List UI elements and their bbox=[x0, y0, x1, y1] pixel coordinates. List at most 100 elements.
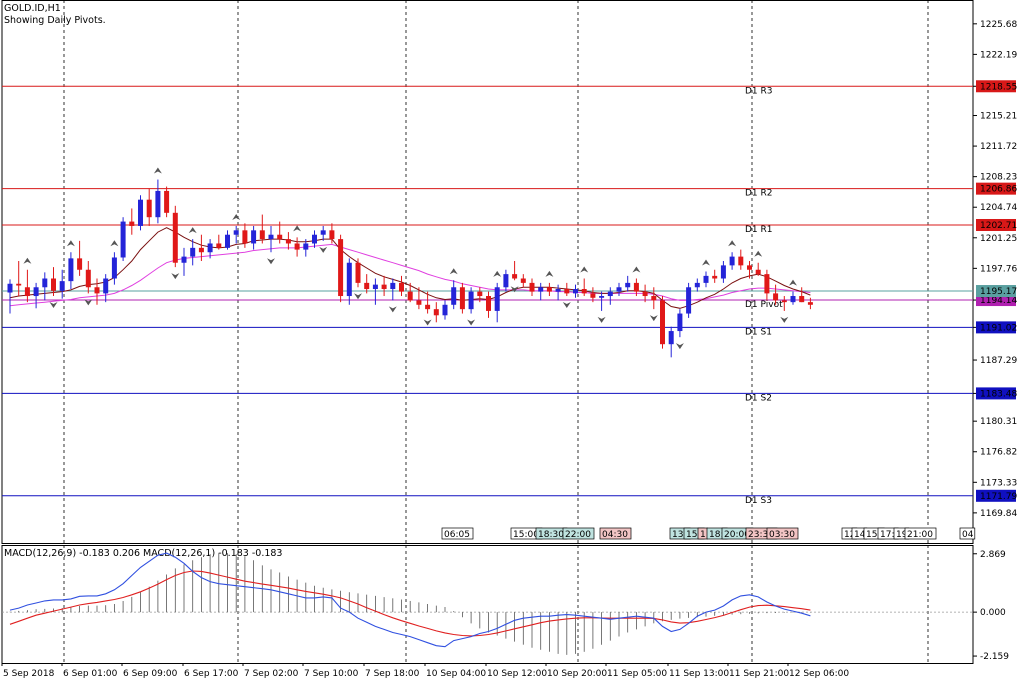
candle-body bbox=[433, 309, 439, 316]
candle-body bbox=[686, 287, 692, 314]
time-axis-label: 7 Sep 02:00 bbox=[244, 669, 299, 679]
candle-body bbox=[381, 284, 387, 290]
candle-body bbox=[68, 258, 74, 282]
candle-body bbox=[146, 199, 152, 218]
candle-body bbox=[442, 304, 448, 316]
fractal-up-arrow bbox=[232, 213, 241, 220]
candle-body bbox=[111, 257, 117, 279]
time-axis-label: 11 Sep 05:00 bbox=[607, 669, 667, 679]
candle-body bbox=[573, 289, 578, 294]
pivot-price-tag bbox=[976, 489, 1016, 502]
candle-body bbox=[616, 287, 622, 292]
candle-body bbox=[251, 230, 257, 244]
candle-body bbox=[33, 287, 39, 297]
candle-body bbox=[329, 230, 335, 240]
macd-axis-label: -2.159 bbox=[980, 652, 1009, 662]
session-time-tag-label: 18:30 bbox=[538, 530, 564, 540]
pivot-price-tag bbox=[976, 218, 1016, 231]
ma-slow-line bbox=[9, 243, 811, 307]
candle-body bbox=[555, 289, 561, 292]
candle-body bbox=[268, 234, 274, 240]
fractal-up-arrow bbox=[702, 259, 710, 266]
current-price-tag bbox=[976, 285, 1016, 298]
session-time-tag-label: 18: bbox=[709, 530, 723, 540]
candle-body bbox=[503, 274, 509, 288]
candle-body bbox=[625, 282, 631, 288]
candle-body bbox=[660, 300, 665, 345]
candle-body bbox=[703, 275, 709, 283]
candle-body bbox=[607, 291, 613, 297]
session-time-tag-label: 21:00 bbox=[907, 530, 933, 540]
candle-body bbox=[364, 282, 370, 290]
candle-body bbox=[138, 199, 143, 226]
price-axis-label: 1197.76 bbox=[980, 264, 1017, 274]
price-axis-label: 1201.25 bbox=[980, 234, 1017, 244]
fractal-down-arrow bbox=[49, 302, 58, 309]
candle-body bbox=[7, 283, 13, 293]
session-time-tag-label: 20:00 bbox=[724, 530, 750, 540]
candle-body bbox=[399, 282, 404, 292]
session-time-tag-label: 1 bbox=[700, 530, 706, 540]
fractal-down-arrow bbox=[84, 299, 93, 306]
candle-body bbox=[51, 278, 56, 291]
fractal-up-arrow bbox=[789, 279, 797, 286]
candle-body bbox=[242, 230, 248, 244]
candle-body bbox=[390, 282, 396, 290]
pivot-level-label: D1 S3 bbox=[745, 496, 772, 506]
candle-body bbox=[590, 293, 596, 298]
pivot-price-tag bbox=[976, 80, 1016, 93]
candle-body bbox=[512, 274, 518, 279]
candle-body bbox=[720, 265, 726, 279]
candle-body bbox=[677, 313, 683, 332]
price-axis-label: 1180.31 bbox=[980, 417, 1017, 427]
time-axis-label: 12 Sep 06:00 bbox=[789, 669, 849, 679]
fractal-down-arrow bbox=[510, 286, 519, 293]
time-axis-label: 7 Sep 18:00 bbox=[365, 669, 420, 679]
pivot-level-label: D1 R3 bbox=[745, 86, 773, 96]
fractal-down-arrow bbox=[780, 316, 789, 323]
pivot-price-tag bbox=[976, 182, 1016, 195]
current-price-tag-label: 1195.17 bbox=[980, 287, 1017, 297]
fractal-down-arrow bbox=[388, 306, 397, 313]
fractal-down-arrow bbox=[171, 273, 180, 280]
session-time-tag-label: 04:30 bbox=[602, 530, 628, 540]
candle-body bbox=[651, 296, 657, 301]
pivot-level-label: D1 S1 bbox=[745, 327, 772, 337]
session-time-tag bbox=[766, 527, 799, 540]
fractal-down-arrow bbox=[649, 315, 658, 322]
session-time-tag-label: 15: bbox=[686, 530, 700, 540]
time-axis-label: 10 Sep 04:00 bbox=[426, 669, 486, 679]
price-axis-label: 1211.72 bbox=[980, 142, 1017, 152]
candle-body bbox=[42, 278, 48, 288]
candle-body bbox=[94, 287, 100, 294]
pivot-level-label: D1 S2 bbox=[745, 393, 772, 403]
session-time-tag-label: 22:00 bbox=[565, 530, 591, 540]
price-axis-label: 1222.19 bbox=[980, 50, 1017, 60]
candle-body bbox=[120, 221, 126, 258]
candle-body bbox=[77, 258, 83, 270]
pivot-price-tag-label: 1194.14 bbox=[980, 296, 1017, 306]
candle-body bbox=[338, 239, 344, 297]
fractal-down-arrow bbox=[423, 319, 432, 326]
fractal-up-arrow bbox=[153, 167, 162, 174]
candle-body bbox=[747, 265, 752, 270]
session-time-tag-label: 23:30 bbox=[748, 530, 774, 540]
pivot-price-tag-label: 1183.48 bbox=[980, 389, 1017, 399]
pivot-level-label: D1 R2 bbox=[745, 189, 773, 199]
pivot-price-tag-label: 1171.79 bbox=[980, 492, 1017, 502]
fractal-down-arrow bbox=[467, 319, 476, 326]
fractal-down-arrow bbox=[319, 246, 328, 253]
time-axis-label: 6 Sep 17:00 bbox=[184, 669, 239, 679]
session-time-tag bbox=[562, 527, 595, 540]
session-time-tag-label: 15:00 bbox=[513, 530, 539, 540]
time-axis-label: 10 Sep 12:00 bbox=[487, 669, 547, 679]
candle-body bbox=[372, 284, 378, 290]
fractal-up-arrow bbox=[188, 227, 197, 234]
candle-body bbox=[790, 296, 796, 303]
pivot-level-label: D1 R1 bbox=[745, 225, 773, 235]
pivot-level-label: D1 Pivot bbox=[745, 300, 783, 310]
candle-body bbox=[459, 287, 465, 310]
candle-body bbox=[129, 221, 135, 226]
time-axis-label: 6 Sep 09:00 bbox=[123, 669, 178, 679]
